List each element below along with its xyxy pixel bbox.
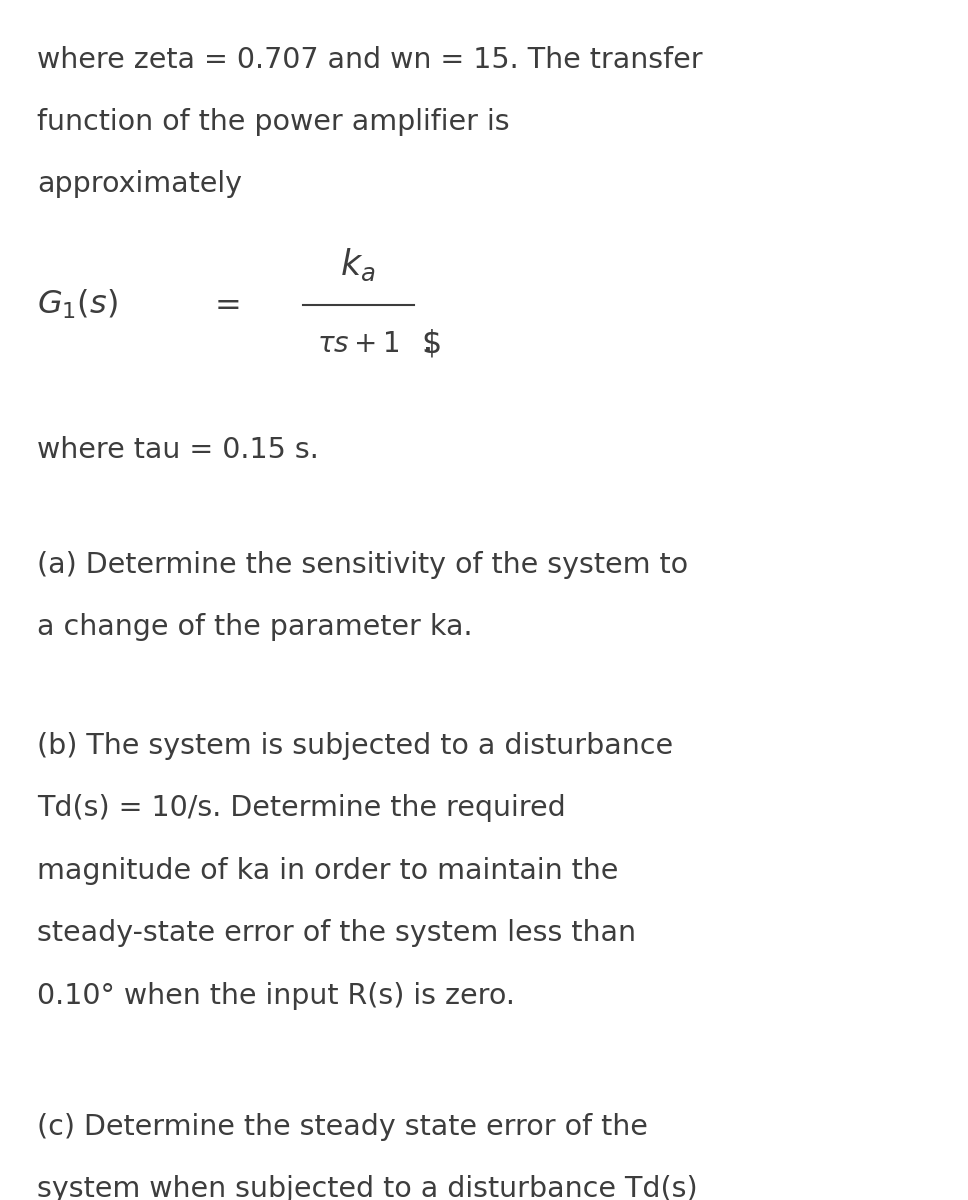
Text: (a) Determine the sensitivity of the system to: (a) Determine the sensitivity of the sys… bbox=[37, 551, 688, 580]
Text: system when subjected to a disturbance Td(s): system when subjected to a disturbance T… bbox=[37, 1175, 697, 1200]
Text: Td(s) = 10/s. Determine the required: Td(s) = 10/s. Determine the required bbox=[37, 794, 565, 822]
Text: $: $ bbox=[422, 329, 441, 360]
Text: approximately: approximately bbox=[37, 170, 242, 198]
Text: (c) Determine the steady state error of the: (c) Determine the steady state error of … bbox=[37, 1112, 648, 1141]
Text: steady-state error of the system less than: steady-state error of the system less th… bbox=[37, 919, 636, 947]
Text: where tau = 0.15 s.: where tau = 0.15 s. bbox=[37, 436, 318, 463]
Text: function of the power amplifier is: function of the power amplifier is bbox=[37, 108, 509, 136]
Text: $k_a$: $k_a$ bbox=[341, 247, 376, 283]
Text: where zeta = 0.707 and wn = 15. The transfer: where zeta = 0.707 and wn = 15. The tran… bbox=[37, 46, 703, 73]
Text: $\tau s + 1$: $\tau s + 1$ bbox=[318, 330, 399, 358]
Text: $G_1(s)$: $G_1(s)$ bbox=[37, 288, 117, 322]
Text: .: . bbox=[422, 324, 434, 360]
Text: magnitude of ka in order to maintain the: magnitude of ka in order to maintain the bbox=[37, 857, 619, 884]
Text: (b) The system is subjected to a disturbance: (b) The system is subjected to a disturb… bbox=[37, 732, 673, 760]
Text: a change of the parameter ka.: a change of the parameter ka. bbox=[37, 613, 472, 642]
Text: $=$: $=$ bbox=[208, 289, 240, 320]
Text: 0.10° when the input R(s) is zero.: 0.10° when the input R(s) is zero. bbox=[37, 982, 515, 1009]
